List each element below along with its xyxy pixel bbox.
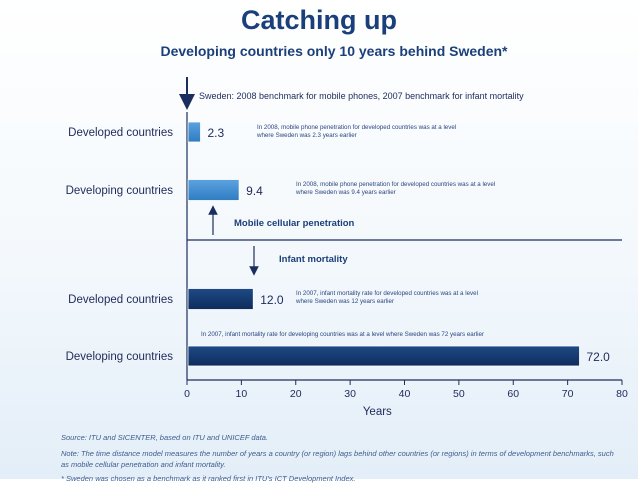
bar-value-label: 9.4 [246,184,263,198]
x-tick-label: 80 [616,388,628,400]
bar-annotation: where Sweden was 12 years earlier [295,298,394,305]
x-tick-label: 20 [290,388,302,400]
group-label: Mobile cellular penetration [234,218,355,229]
bar [187,345,580,367]
bar-value-label: 72.0 [587,350,611,364]
chart-subtitle: Developing countries only 10 years behin… [160,43,508,59]
x-tick-label: 10 [236,388,248,400]
bar-annotation: where Sweden was 2.3 years earlier [256,132,357,139]
category-label: Developed countries [68,127,173,139]
benchmark-label: Sweden: 2008 benchmark for mobile phones… [199,91,524,101]
x-tick-label: 0 [184,388,190,400]
methodology-note: Note: The time distance model measures t… [61,449,614,469]
group-label: Infant mortality [279,254,348,265]
bar-annotation: In 2007, infant mortality rate for devel… [296,290,478,297]
bar-annotation: In 2008, mobile phone penetration for de… [257,124,456,131]
x-tick-label: 50 [453,388,465,400]
x-tick-label: 40 [399,388,411,400]
bar-annotation: In 2008, mobile phone penetration for de… [296,181,495,188]
chart-title: Catching up [241,5,397,35]
x-tick-label: 60 [507,388,519,400]
x-axis-title: Years [363,406,392,418]
bar-value-label: 2.3 [208,126,225,140]
source-note: Source: ITU and SICENTER, based on ITU a… [61,433,269,442]
x-tick-label: 70 [562,388,574,400]
bar-annotation: where Sweden was 9.4 years earlier [295,189,396,196]
category-label: Developing countries [66,351,174,363]
bar-value-label: 12.0 [260,293,284,307]
x-tick-label: 30 [344,388,356,400]
category-label: Developing countries [66,185,174,197]
bar [187,179,240,201]
bar [187,288,254,310]
category-label: Developed countries [68,294,173,306]
bar [187,121,201,143]
bar-annotation: In 2007, infant mortality rate for devel… [201,331,484,338]
